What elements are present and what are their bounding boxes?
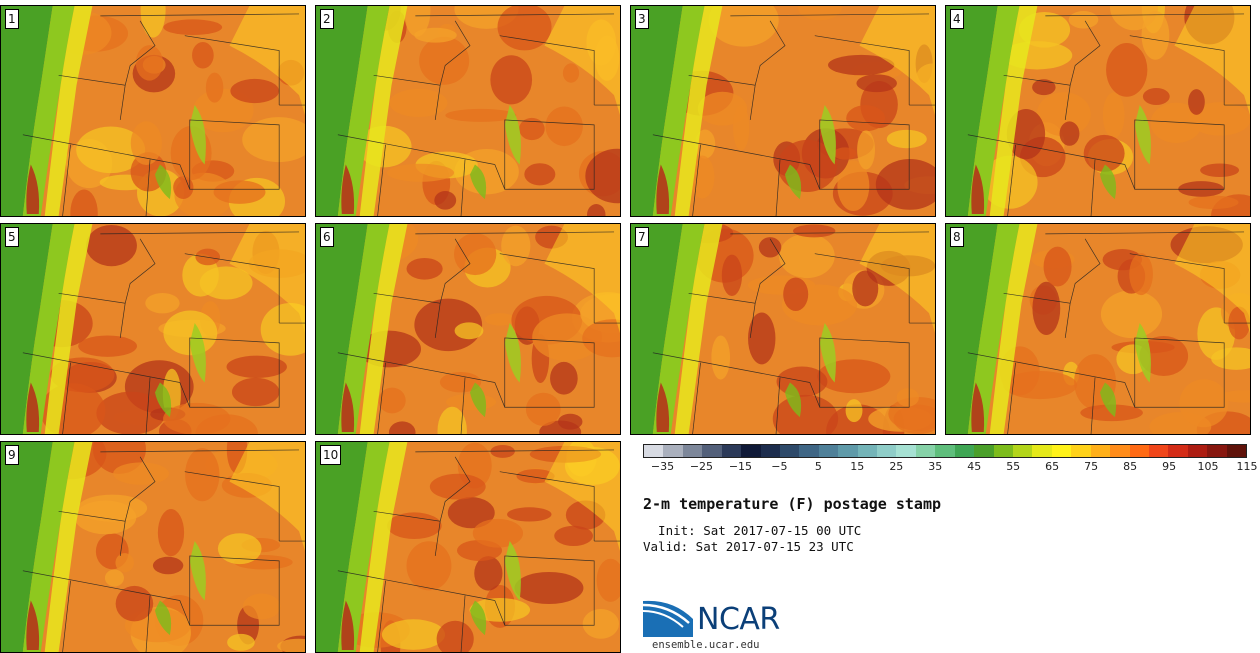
colorbar-tick-label: 85 bbox=[1123, 460, 1138, 473]
colorbar-tick-label: −5 bbox=[771, 460, 788, 473]
colorbar-segment bbox=[1168, 445, 1188, 457]
colorbar-tick-label: 55 bbox=[1006, 460, 1021, 473]
colorbar-segment bbox=[644, 445, 664, 457]
colorbar-segment bbox=[1071, 445, 1091, 457]
colorbar-tick-label: 15 bbox=[850, 460, 865, 473]
stamp-number-label: 8 bbox=[950, 227, 964, 247]
stamp-number-label: 2 bbox=[320, 9, 334, 29]
init-time: Init: Sat 2017-07-15 00 UTC bbox=[643, 523, 862, 538]
colorbar-tick-label: 105 bbox=[1197, 460, 1219, 473]
colorbar-segment bbox=[857, 445, 878, 457]
postage-stamp-10: 10 bbox=[315, 441, 621, 653]
colorbar-tick-label: 5 bbox=[814, 460, 822, 473]
stamp-number-label: 5 bbox=[5, 227, 19, 247]
ncar-logo-icon bbox=[643, 600, 693, 637]
colorbar-segment bbox=[935, 445, 955, 457]
temperature-map bbox=[631, 6, 935, 216]
postage-stamp-3: 3 bbox=[630, 5, 936, 217]
temperature-map bbox=[1, 442, 305, 652]
temperature-colorbar bbox=[643, 444, 1247, 458]
colorbar-segment bbox=[896, 445, 916, 457]
ncar-wordmark: NCAR bbox=[697, 602, 780, 637]
colorbar-tick-label: 75 bbox=[1084, 460, 1099, 473]
colorbar-segment bbox=[779, 445, 800, 457]
colorbar-segment bbox=[1129, 445, 1149, 457]
colorbar-segment bbox=[1207, 445, 1227, 457]
postage-stamp-8: 8 bbox=[945, 223, 1251, 435]
stamp-number-label: 6 bbox=[320, 227, 334, 247]
colorbar-segment bbox=[1148, 445, 1169, 457]
temperature-map bbox=[946, 6, 1250, 216]
temperature-map bbox=[316, 442, 620, 652]
temperature-map bbox=[946, 224, 1250, 434]
colorbar-segment bbox=[682, 445, 703, 457]
colorbar-segment bbox=[1051, 445, 1072, 457]
colorbar-segment bbox=[663, 445, 683, 457]
colorbar-tick-label: 115 bbox=[1236, 460, 1258, 473]
postage-stamp-7: 7 bbox=[630, 223, 936, 435]
stamp-number-label: 3 bbox=[635, 9, 649, 29]
temperature-map bbox=[1, 6, 305, 216]
colorbar-segment bbox=[1032, 445, 1052, 457]
temperature-map bbox=[631, 224, 935, 434]
colorbar-segment bbox=[877, 445, 897, 457]
temperature-map bbox=[316, 224, 620, 434]
stamp-number-label: 9 bbox=[5, 445, 19, 465]
postage-stamp-9: 9 bbox=[0, 441, 306, 653]
colorbar-segment bbox=[799, 445, 819, 457]
colorbar-segment bbox=[838, 445, 858, 457]
valid-time: Valid: Sat 2017-07-15 23 UTC bbox=[643, 539, 854, 554]
colorbar-segment bbox=[818, 445, 839, 457]
colorbar-tick-label: 35 bbox=[928, 460, 943, 473]
postage-stamp-6: 6 bbox=[315, 223, 621, 435]
postage-stamp-4: 4 bbox=[945, 5, 1251, 217]
colorbar-segment bbox=[993, 445, 1014, 457]
colorbar-segment bbox=[702, 445, 722, 457]
colorbar-segment bbox=[954, 445, 975, 457]
colorbar-tick-label: −25 bbox=[689, 460, 714, 473]
colorbar-segment bbox=[1090, 445, 1111, 457]
colorbar-tick-label: −35 bbox=[650, 460, 675, 473]
colorbar-segment bbox=[741, 445, 761, 457]
colorbar-tick-label: −15 bbox=[728, 460, 753, 473]
postage-stamp-2: 2 bbox=[315, 5, 621, 217]
colorbar-segment bbox=[1187, 445, 1208, 457]
colorbar-tick-label: 25 bbox=[889, 460, 904, 473]
colorbar-tick-label: 65 bbox=[1045, 460, 1060, 473]
stamp-number-label: 1 bbox=[5, 9, 19, 29]
figure-title: 2-m temperature (F) postage stamp bbox=[643, 495, 942, 513]
temperature-map bbox=[316, 6, 620, 216]
colorbar-segment bbox=[1013, 445, 1033, 457]
colorbar-segment bbox=[915, 445, 936, 457]
postage-stamp-1: 1 bbox=[0, 5, 306, 217]
stamp-number-label: 4 bbox=[950, 9, 964, 29]
colorbar-segment bbox=[974, 445, 994, 457]
colorbar-segment bbox=[721, 445, 742, 457]
stamp-number-label: 10 bbox=[320, 445, 342, 465]
colorbar-ticks: −35 −25 −15 −5 5 15 25 35 45 55 65 75 85 95 105 115 bbox=[643, 459, 1258, 479]
ensemble-url: ensemble.ucar.edu bbox=[652, 639, 760, 651]
colorbar-segment bbox=[1110, 445, 1130, 457]
colorbar-segment bbox=[1226, 445, 1247, 457]
postage-stamp-5: 5 bbox=[0, 223, 306, 435]
stamp-number-label: 7 bbox=[635, 227, 649, 247]
colorbar-segment bbox=[760, 445, 780, 457]
temperature-map bbox=[1, 224, 305, 434]
colorbar-tick-label: 95 bbox=[1162, 460, 1177, 473]
colorbar-tick-label: 45 bbox=[967, 460, 982, 473]
